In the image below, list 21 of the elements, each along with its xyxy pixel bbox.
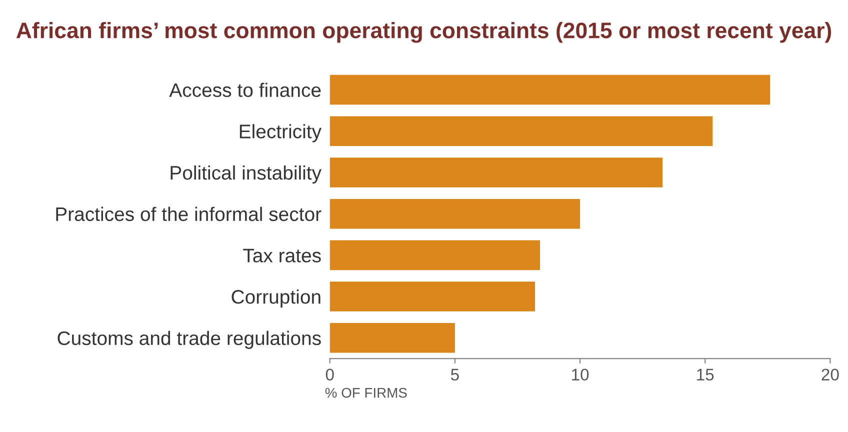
bar <box>330 116 713 146</box>
y-tick-label: Tax rates <box>243 248 321 262</box>
bar <box>330 282 536 312</box>
x-axis-title: % OF FIRMS <box>325 388 407 398</box>
x-tick-label: 20 <box>822 368 839 381</box>
x-tick-label: 0 <box>326 368 334 381</box>
bar <box>330 74 770 105</box>
bar <box>330 158 663 188</box>
y-tick-label: Electricity <box>240 124 322 142</box>
x-tick-label: 5 <box>450 368 459 381</box>
bar <box>330 198 580 229</box>
chart-title: African firms’ most common operating constraints (2015 or most recent year) <box>16 22 832 43</box>
bar <box>330 323 455 353</box>
bar <box>330 240 540 270</box>
x-tick-label: 10 <box>572 368 589 381</box>
y-tick-label: Access to finance <box>169 82 321 98</box>
y-tick-label: Customs and trade regulations <box>58 330 321 349</box>
y-tick-label: Political instability <box>170 165 322 184</box>
y-tick-label: Practices of the informal sector <box>56 206 322 222</box>
y-tick-label: Corruption <box>232 289 320 308</box>
x-tick-label: 15 <box>697 368 714 381</box>
